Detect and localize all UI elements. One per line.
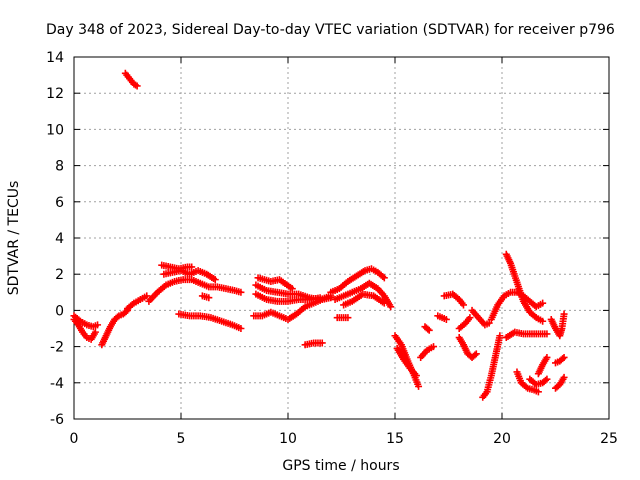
data-point (534, 388, 542, 396)
data-point (318, 339, 326, 347)
x-tick-label: 10 (279, 431, 297, 447)
data-point (543, 330, 551, 338)
data-point (430, 343, 438, 351)
x-tick-label: 15 (386, 431, 404, 447)
x-tick-label: 0 (70, 431, 79, 447)
data-point (539, 299, 547, 307)
data-point (543, 353, 551, 361)
data-point (211, 276, 219, 284)
data-point (560, 353, 568, 361)
y-tick-label: 14 (46, 50, 64, 66)
data-point (560, 310, 568, 318)
data-point (472, 350, 480, 358)
data-point (471, 351, 479, 359)
data-point (425, 326, 433, 334)
y-tick-label: 2 (55, 267, 64, 283)
data-point (542, 376, 550, 384)
data-point (387, 303, 395, 311)
data-point (539, 317, 547, 325)
data-point (496, 332, 504, 340)
data-point (114, 313, 122, 321)
data-point (415, 382, 423, 390)
x-tick-label: 20 (493, 431, 511, 447)
grid (74, 57, 609, 419)
data-point (466, 314, 474, 322)
data-point (205, 294, 213, 302)
data-point (344, 314, 352, 322)
y-tick-label: 6 (55, 195, 64, 211)
data-point (188, 263, 196, 271)
data-point (485, 319, 493, 327)
data-point (459, 301, 467, 309)
x-tick-label: 25 (600, 431, 618, 447)
y-axis-label: SDTVAR / TECUs (6, 181, 22, 296)
chart-title: Day 348 of 2023, Sidereal Day-to-day VTE… (46, 22, 615, 38)
x-axis-label: GPS time / hours (282, 458, 399, 474)
y-tick-label: -4 (50, 376, 64, 392)
data-points (70, 69, 568, 401)
data-point (380, 299, 388, 307)
data-point (380, 274, 388, 282)
data-point (412, 372, 420, 380)
y-tick-label: 12 (46, 86, 64, 102)
data-point (237, 325, 245, 332)
y-tick-label: 4 (55, 231, 64, 247)
y-tick-label: -6 (50, 412, 64, 428)
data-point (442, 315, 450, 323)
data-point (424, 325, 432, 333)
y-tick-label: 8 (55, 159, 64, 175)
data-point (559, 355, 567, 363)
data-point (560, 373, 568, 381)
data-point (288, 285, 296, 293)
data-point (91, 328, 99, 336)
data-point (133, 82, 141, 90)
data-point (94, 321, 102, 329)
data-point (237, 288, 245, 296)
y-tick-label: 10 (46, 122, 64, 138)
y-tick-label: 0 (55, 303, 64, 319)
y-tick-label: -2 (50, 340, 64, 356)
axis-ticks: 0 5 10 15 20 25 -6 -4 -2 0 2 4 6 8 10 12 14 (46, 50, 618, 447)
data-point (543, 375, 551, 383)
data-point (143, 292, 151, 300)
x-tick-label: 5 (177, 431, 186, 447)
